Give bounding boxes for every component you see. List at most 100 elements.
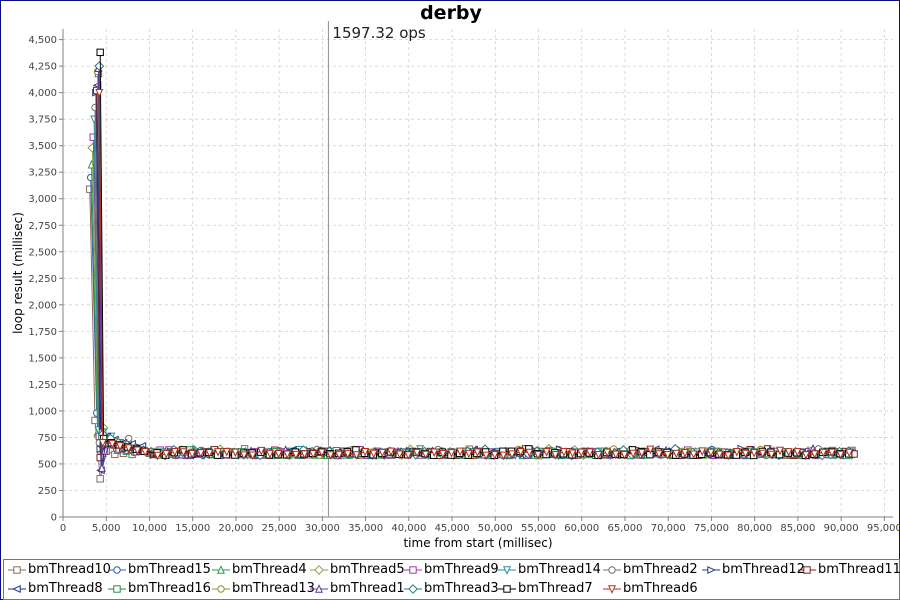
y-tick-label: 2,250 — [28, 274, 57, 285]
data-point — [124, 444, 133, 453]
data-point — [96, 475, 104, 483]
x-tick-label: 10,000 — [132, 523, 167, 534]
legend-swatch — [603, 566, 621, 574]
x-tick-label: 35,000 — [348, 523, 383, 534]
x-tick-label: 95,000 — [867, 523, 900, 534]
y-axis-title: loop result (millisec) — [11, 212, 25, 334]
legend-swatch — [310, 584, 328, 593]
data-point — [153, 451, 162, 461]
legend-marker — [803, 566, 811, 574]
axis-labels: 0 5,000 10,000 15,000 20,000 25,000 30,000 35,0… — [11, 24, 900, 550]
legend-marker — [217, 585, 225, 593]
y-tick-label: 250 — [38, 486, 57, 497]
legend-marker — [314, 565, 324, 575]
data-point — [438, 450, 447, 459]
legend-marker — [408, 584, 418, 594]
data-point — [827, 448, 836, 458]
y-tick-label: 500 — [38, 459, 57, 470]
data-point — [611, 450, 620, 460]
data-point — [240, 451, 249, 460]
data-point — [395, 450, 404, 460]
data-point — [482, 451, 491, 461]
legend-swatch — [8, 585, 26, 593]
data-point — [620, 451, 629, 460]
data-point — [447, 449, 456, 458]
data-point — [133, 446, 142, 456]
data-point — [309, 450, 318, 459]
legend-label: bmThread14 — [518, 562, 601, 577]
data-point — [689, 450, 698, 460]
legend-label: bmThread7 — [518, 581, 593, 596]
x-tick-label: 90,000 — [824, 523, 859, 534]
data-point — [784, 448, 793, 457]
legend-marker — [707, 566, 716, 574]
legend-swatch — [108, 566, 126, 574]
y-tick-label: 2,500 — [28, 247, 57, 258]
x-tick-label: 40,000 — [391, 523, 426, 534]
data-point — [300, 450, 309, 459]
data-point — [559, 448, 568, 457]
data-point — [378, 448, 387, 458]
data-point — [98, 439, 107, 448]
data-point — [188, 450, 197, 459]
x-tick-label: 30,000 — [305, 523, 340, 534]
legend-label: bmThread3 — [424, 581, 499, 596]
y-tick-label: 2,750 — [28, 221, 57, 232]
data-point — [551, 451, 560, 460]
legend-label: bmThread10 — [28, 562, 111, 577]
legend-marker — [12, 585, 21, 593]
data-point — [95, 88, 104, 98]
data-point — [603, 448, 612, 458]
legend: bmThread10 bmThread15 bmThread4 bmThread5 bm… — [3, 559, 900, 600]
data-point — [317, 448, 326, 458]
y-tick-label: 3,250 — [28, 168, 57, 179]
data-point — [162, 450, 171, 459]
data-point — [456, 447, 465, 457]
data-point — [205, 449, 214, 458]
data-point — [283, 450, 292, 460]
data-point — [819, 448, 828, 458]
data-point — [291, 450, 300, 460]
data-point — [767, 450, 776, 460]
legend-swatch — [404, 584, 422, 594]
y-tick-label: 3,750 — [28, 115, 57, 126]
data-point — [412, 448, 421, 458]
legend-label: bmThread15 — [128, 562, 211, 577]
legend-label: bmThread1 — [330, 581, 405, 596]
legend-marker — [315, 584, 323, 593]
grid-lines — [62, 29, 893, 518]
legend-swatch — [108, 585, 126, 593]
legend-swatch — [404, 566, 422, 574]
legend-swatch — [798, 566, 816, 574]
data-point — [810, 450, 819, 459]
data-point — [196, 449, 205, 458]
data-point — [369, 449, 378, 459]
data-point — [473, 448, 482, 458]
x-tick-label: 70,000 — [651, 523, 686, 534]
legend-swatch — [702, 566, 720, 574]
y-tick-label: 4,000 — [28, 88, 57, 99]
data-point — [568, 449, 577, 459]
x-tick-label: 65,000 — [607, 523, 642, 534]
x-tick-label: 50,000 — [478, 523, 513, 534]
data-point — [430, 448, 439, 458]
data-point — [326, 451, 335, 460]
data-point — [214, 448, 223, 457]
y-tick-label: 4,250 — [28, 62, 57, 73]
data-point — [464, 449, 473, 459]
data-point — [141, 448, 150, 457]
data-point — [499, 451, 508, 461]
ops-annotation: 1597.32 ops — [332, 24, 425, 42]
y-tick-label: 1,750 — [28, 327, 57, 338]
legend-label: bmThread6 — [623, 581, 698, 596]
data-point — [490, 451, 499, 460]
data-point — [680, 449, 689, 458]
data-point — [836, 450, 845, 460]
data-point — [706, 448, 715, 458]
legend-marker — [503, 585, 511, 593]
x-tick-label: 45,000 — [435, 523, 470, 534]
y-tick-label: 3,500 — [28, 141, 57, 152]
legend-marker — [409, 566, 417, 574]
data-point — [248, 451, 257, 461]
